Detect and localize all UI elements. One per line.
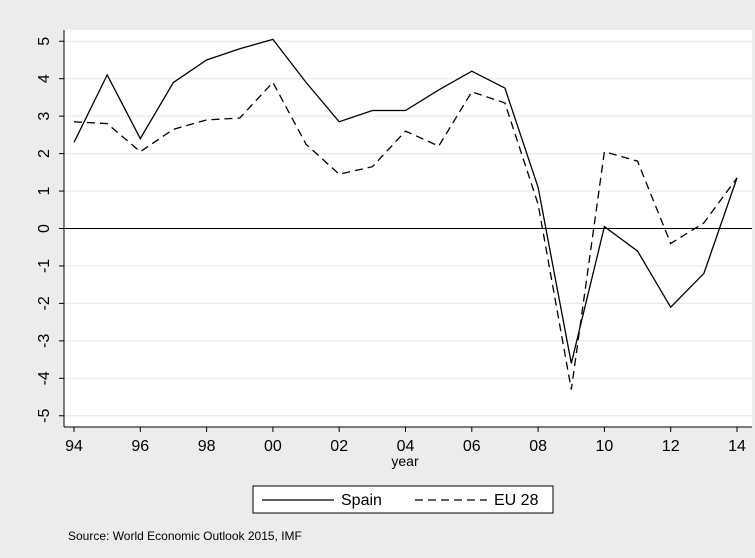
- x-tick-label: 06: [463, 438, 481, 455]
- source-note: Source: World Economic Outlook 2015, IMF: [68, 529, 302, 543]
- y-tick-label: 2: [36, 149, 53, 158]
- x-tick-label: 08: [529, 438, 547, 455]
- x-tick-label: 00: [264, 438, 282, 455]
- x-tick-label: 96: [131, 438, 149, 455]
- x-axis-title: year: [391, 453, 419, 469]
- x-tick-label: 12: [662, 438, 680, 455]
- y-tick-label: -2: [36, 296, 53, 310]
- y-tick-label: 0: [36, 224, 53, 233]
- y-tick-label: -3: [36, 334, 53, 348]
- x-tick-label: 98: [198, 438, 216, 455]
- y-tick-label: -1: [36, 259, 53, 273]
- y-tick-label: -4: [36, 371, 53, 385]
- x-tick-label: 02: [330, 438, 348, 455]
- legend-label-spain: Spain: [341, 492, 382, 509]
- legend: Spain EU 28: [253, 486, 553, 513]
- y-tick-label: -5: [36, 409, 53, 423]
- y-tick-label: 3: [36, 112, 53, 121]
- y-tick-label: 4: [36, 74, 53, 83]
- y-tick-label: 1: [36, 187, 53, 196]
- y-tick-label: 5: [36, 37, 53, 46]
- x-tick-label: 14: [728, 438, 746, 455]
- x-tick-label: 10: [596, 438, 614, 455]
- x-tick-label: 94: [65, 438, 83, 455]
- legend-label-eu28: EU 28: [494, 492, 539, 509]
